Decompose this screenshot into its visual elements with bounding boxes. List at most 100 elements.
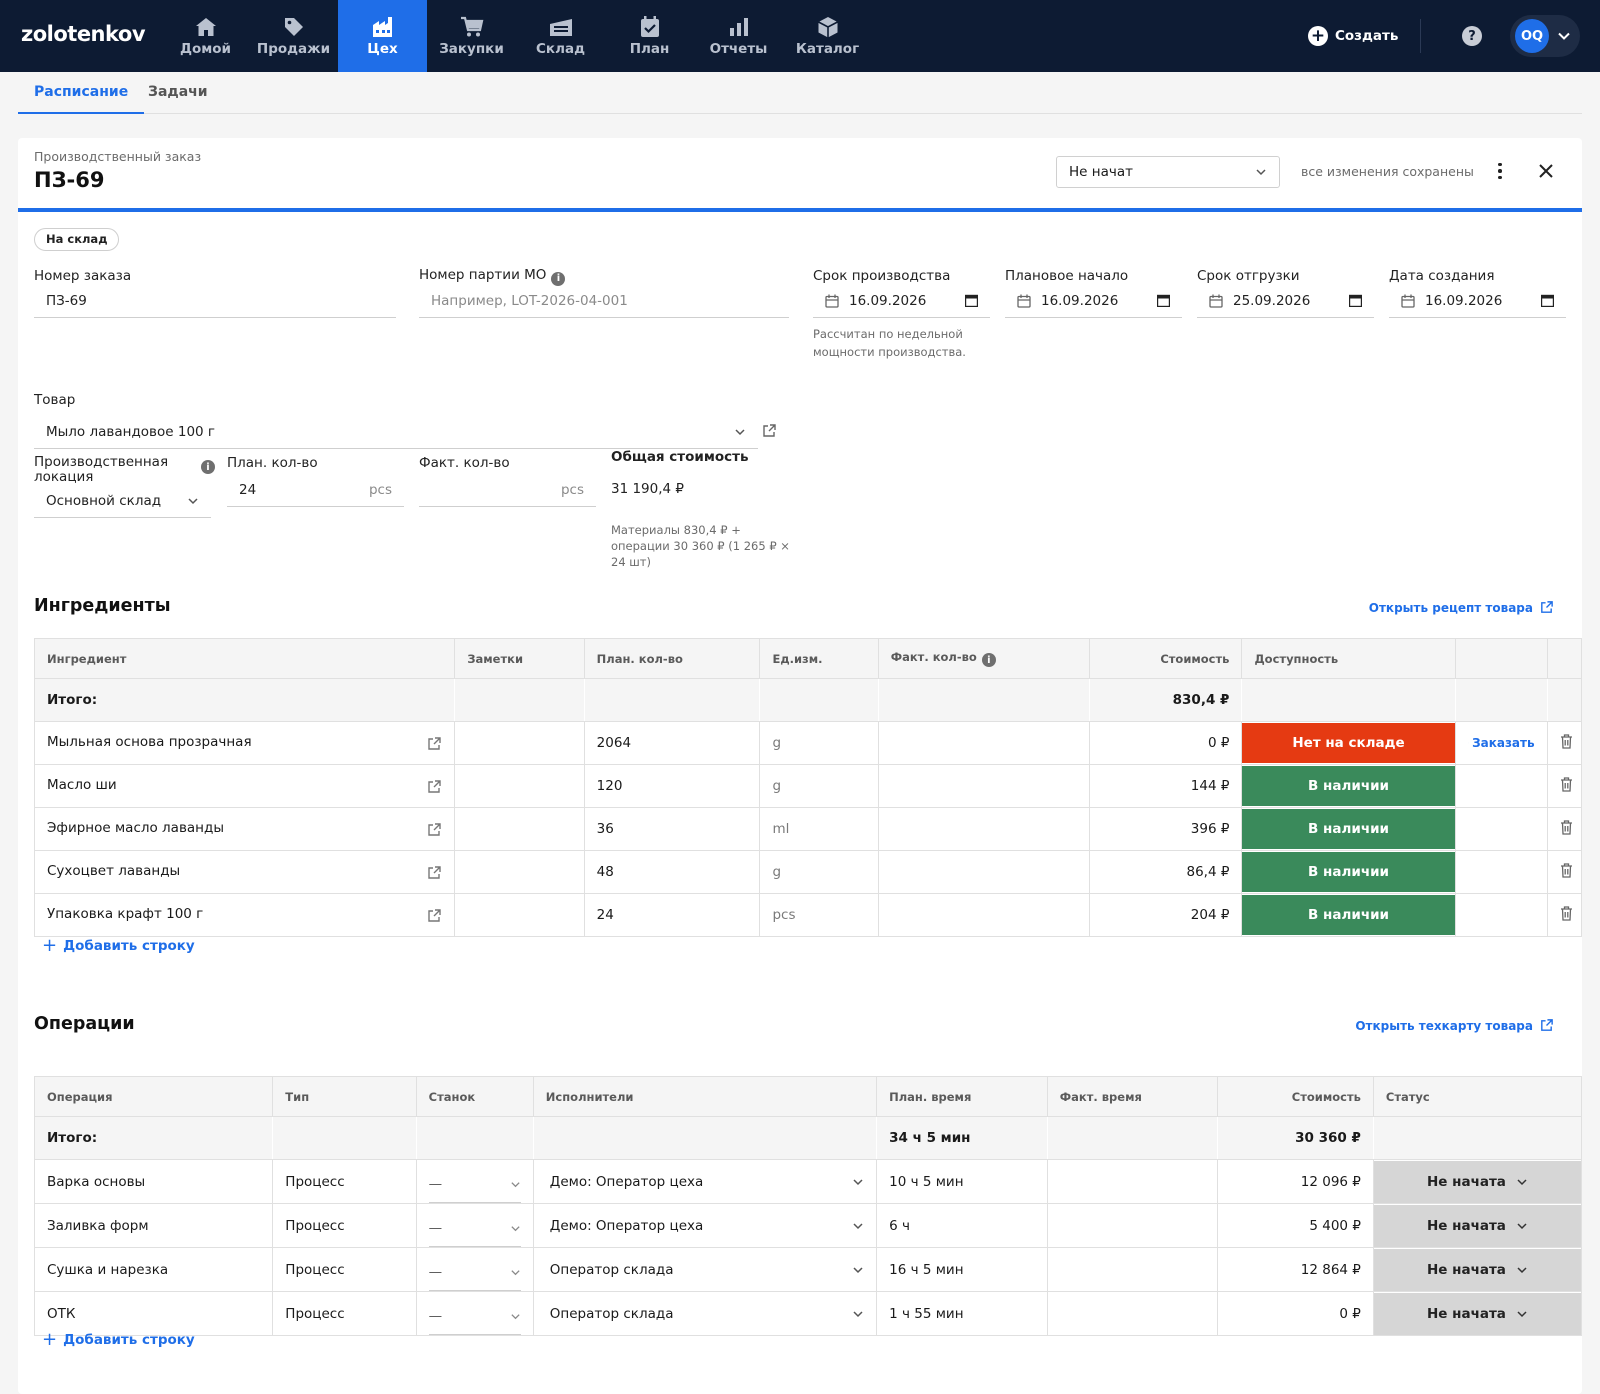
tab-tasks[interactable]: Задачи	[148, 84, 208, 100]
tab-schedule[interactable]: Расписание	[18, 72, 145, 114]
notes-cell[interactable]	[454, 807, 585, 851]
column-header[interactable]: Стоимость	[1088, 638, 1243, 679]
fact-qty-input[interactable]: pcs	[419, 473, 596, 507]
machine-select[interactable]: —	[428, 1254, 521, 1291]
date-picker-icon[interactable]	[1541, 294, 1554, 307]
machine-select[interactable]: —	[428, 1166, 521, 1203]
add-operation-row-button[interactable]: + Добавить строку	[42, 1331, 195, 1349]
open-tech-card-link[interactable]: Открыть техкарту товара	[1355, 1018, 1554, 1033]
column-header[interactable]: Операция	[33, 1076, 274, 1117]
external-link-icon[interactable]	[761, 423, 777, 439]
fact-qty-cell[interactable]	[877, 850, 1090, 894]
notes-cell[interactable]	[454, 721, 585, 765]
plan-qty-input[interactable]: 24 pcs	[227, 473, 404, 507]
fact-time-cell[interactable]	[1046, 1291, 1219, 1336]
nav-item-plan[interactable]: План	[605, 0, 694, 72]
column-header[interactable]: Факт. кол-во i	[877, 638, 1090, 679]
location-select[interactable]: Основной склад	[34, 484, 211, 518]
nav-item-catalog[interactable]: Каталог	[783, 0, 872, 72]
column-header[interactable]: Исполнители	[532, 1076, 878, 1117]
info-icon[interactable]: i	[981, 653, 996, 668]
column-header[interactable]: Факт. время	[1046, 1076, 1219, 1117]
external-link-icon[interactable]	[426, 908, 442, 924]
batch-number-input[interactable]: Например, LOT-2026-04-001	[419, 284, 789, 318]
plan-qty-cell[interactable]: 24	[583, 893, 761, 937]
app-logo[interactable]: zolotenkov	[21, 22, 146, 46]
ingredient-name-cell[interactable]: Упаковка крафт 100 г	[33, 893, 456, 937]
machine-select[interactable]: —	[428, 1298, 521, 1335]
notes-cell[interactable]	[454, 893, 585, 937]
column-header[interactable]: Ингредиент	[33, 638, 456, 679]
external-link-icon[interactable]	[426, 822, 442, 838]
open-recipe-link[interactable]: Открыть рецепт товара	[1369, 600, 1554, 615]
operation-status-dropdown[interactable]: Не начата	[1374, 1160, 1581, 1203]
ingredient-name-cell[interactable]: Мыльная основа прозрачная	[33, 721, 456, 765]
operation-name-cell[interactable]: ОТК	[33, 1291, 274, 1336]
planned-start-input[interactable]: 16.09.2026	[1005, 284, 1182, 318]
column-header[interactable]: Тип	[272, 1076, 417, 1117]
trash-icon[interactable]	[1560, 776, 1573, 792]
trash-icon[interactable]	[1560, 862, 1573, 878]
nav-item-home[interactable]: Домой	[161, 0, 250, 72]
workers-select[interactable]: Демо: Оператор цеха	[546, 1218, 864, 1234]
fact-qty-cell[interactable]	[877, 807, 1090, 851]
operation-status-dropdown[interactable]: Не начата	[1374, 1292, 1581, 1335]
date-picker-icon[interactable]	[1157, 294, 1170, 307]
machine-select[interactable]: —	[428, 1210, 521, 1247]
workers-select[interactable]: Оператор склада	[546, 1262, 864, 1278]
add-ingredient-row-button[interactable]: + Добавить строку	[42, 937, 195, 955]
trash-icon[interactable]	[1560, 819, 1573, 835]
help-icon[interactable]: ?	[1462, 26, 1482, 46]
column-header[interactable]: Статус	[1372, 1076, 1583, 1117]
column-header[interactable]: Заметки	[454, 638, 585, 679]
close-icon[interactable]	[1535, 160, 1557, 182]
fact-time-cell[interactable]	[1046, 1247, 1219, 1292]
nav-item-purchases[interactable]: Закупки	[427, 0, 516, 72]
order-button[interactable]: Заказать	[1467, 736, 1535, 750]
external-link-icon[interactable]	[426, 865, 442, 881]
external-link-icon[interactable]	[426, 779, 442, 795]
notes-cell[interactable]	[454, 850, 585, 894]
ingredient-name-cell[interactable]: Сухоцвет лаванды	[33, 850, 456, 894]
fact-time-cell[interactable]	[1046, 1159, 1219, 1204]
fact-qty-cell[interactable]	[877, 721, 1090, 765]
column-header[interactable]: План. кол-во	[583, 638, 761, 679]
more-options-icon[interactable]	[1490, 159, 1510, 183]
workers-select[interactable]: Демо: Оператор цеха	[546, 1174, 864, 1190]
plan-time-cell[interactable]: 6 ч	[876, 1203, 1048, 1248]
column-header[interactable]: План. время	[876, 1076, 1048, 1117]
column-header[interactable]: Ед.изм.	[759, 638, 879, 679]
nav-item-warehouse[interactable]: Склад	[516, 0, 605, 72]
nav-item-workshop[interactable]: Цех	[338, 0, 427, 72]
info-icon[interactable]: i	[551, 271, 566, 286]
created-date-input[interactable]: 16.09.2026	[1389, 284, 1566, 318]
column-header[interactable]: Станок	[415, 1076, 534, 1117]
trash-icon[interactable]	[1560, 733, 1573, 749]
create-button[interactable]: + Создать	[1308, 22, 1398, 50]
production-due-input[interactable]: 16.09.2026	[813, 284, 990, 318]
plan-qty-cell[interactable]: 2064	[583, 721, 761, 765]
notes-cell[interactable]	[454, 764, 585, 808]
ingredient-name-cell[interactable]: Масло ши	[33, 764, 456, 808]
ingredient-name-cell[interactable]: Эфирное масло лаванды	[33, 807, 456, 851]
fact-qty-cell[interactable]	[877, 893, 1090, 937]
operation-name-cell[interactable]: Сушка и нарезка	[33, 1247, 274, 1292]
operation-status-dropdown[interactable]: Не начата	[1374, 1248, 1581, 1291]
fact-time-cell[interactable]	[1046, 1203, 1219, 1248]
plan-time-cell[interactable]: 16 ч 5 мин	[876, 1247, 1048, 1292]
workers-select[interactable]: Оператор склада	[546, 1306, 864, 1322]
plan-time-cell[interactable]: 1 ч 55 мин	[876, 1291, 1048, 1336]
column-header[interactable]: Доступность	[1241, 638, 1456, 679]
date-picker-icon[interactable]	[1349, 294, 1362, 307]
status-dropdown[interactable]: Не начат	[1056, 156, 1280, 188]
fact-qty-cell[interactable]	[877, 764, 1090, 808]
trash-icon[interactable]	[1560, 905, 1573, 921]
plan-qty-cell[interactable]: 48	[583, 850, 761, 894]
date-picker-icon[interactable]	[965, 294, 978, 307]
user-menu[interactable]: OQ	[1510, 15, 1580, 57]
operation-status-dropdown[interactable]: Не начата	[1374, 1204, 1581, 1247]
info-icon[interactable]: i	[201, 460, 215, 474]
column-header[interactable]: Стоимость	[1217, 1076, 1374, 1117]
external-link-icon[interactable]	[426, 736, 442, 752]
nav-item-reports[interactable]: Отчеты	[694, 0, 783, 72]
